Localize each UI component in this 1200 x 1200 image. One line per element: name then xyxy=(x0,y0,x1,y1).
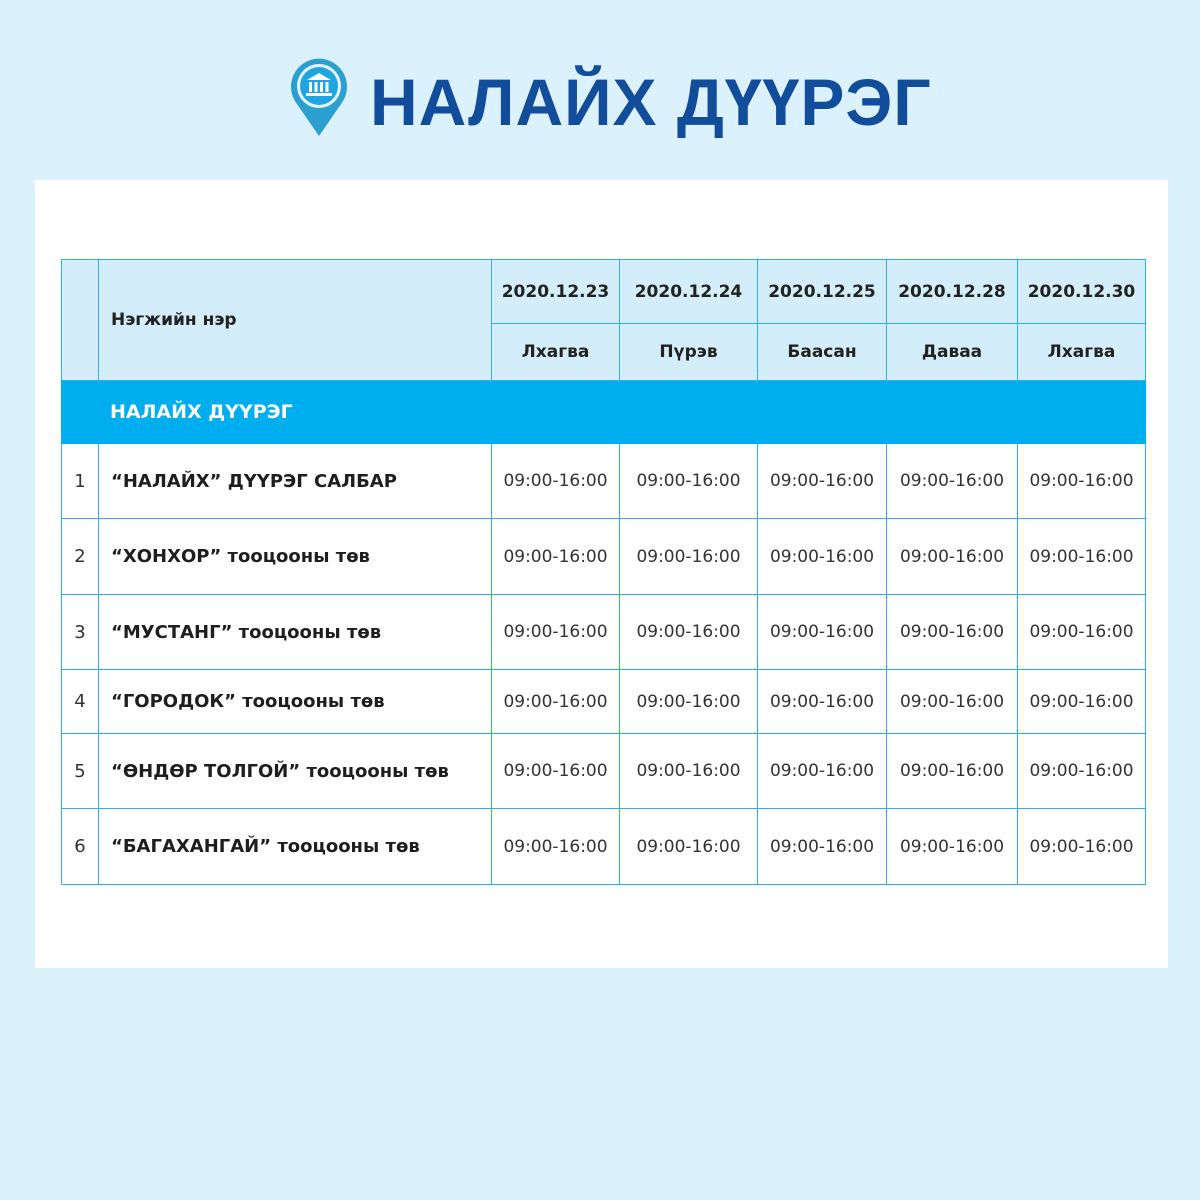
schedule-table: Нэгжийн нэр 2020.12.23 2020.12.24 2020.1… xyxy=(61,259,1146,885)
date-header: 2020.12.23 xyxy=(491,259,620,324)
table-row: 4 “ГОРОДОК” тооцооны төв 09:00-16:00 09:00-… xyxy=(61,669,1146,734)
bank-location-pin-icon xyxy=(291,58,347,136)
opening-hours: 09:00-16:00 xyxy=(886,733,1018,809)
table-row: 6 “БАГАХАНГАЙ” тооцооны төв 09:00-16:00 09:… xyxy=(61,808,1146,885)
opening-hours: 09:00-16:00 xyxy=(886,808,1018,885)
number-header xyxy=(61,259,99,381)
opening-hours: 09:00-16:00 xyxy=(757,733,887,809)
branch-name: “ХОНХОР” тооцооны төв xyxy=(98,518,492,595)
opening-hours: 09:00-16:00 xyxy=(1017,594,1146,670)
opening-hours: 09:00-16:00 xyxy=(619,669,758,734)
row-number: 3 xyxy=(61,594,99,670)
weekday-header: Лхагва xyxy=(491,323,620,381)
opening-hours: 09:00-16:00 xyxy=(757,669,887,734)
opening-hours: 09:00-16:00 xyxy=(757,594,887,670)
row-number: 5 xyxy=(61,733,99,809)
row-number: 6 xyxy=(61,808,99,885)
branch-name: “ӨНДӨР ТОЛГОЙ” тооцооны төв xyxy=(98,733,492,809)
opening-hours: 09:00-16:00 xyxy=(886,669,1018,734)
opening-hours: 09:00-16:00 xyxy=(619,733,758,809)
opening-hours: 09:00-16:00 xyxy=(491,808,620,885)
weekday-header: Даваа xyxy=(886,323,1018,381)
opening-hours: 09:00-16:00 xyxy=(1017,443,1146,519)
opening-hours: 09:00-16:00 xyxy=(886,594,1018,670)
date-header: 2020.12.30 xyxy=(1017,259,1146,324)
table-row: 5 “ӨНДӨР ТОЛГОЙ” тооцооны төв 09:00-16:00 0… xyxy=(61,733,1146,809)
table-row: 3 “МУСТАНГ” тооцооны төв 09:00-16:00 09:00-… xyxy=(61,594,1146,670)
opening-hours: 09:00-16:00 xyxy=(491,669,620,734)
opening-hours: 09:00-16:00 xyxy=(619,808,758,885)
opening-hours: 09:00-16:00 xyxy=(491,518,620,595)
branch-name: “ГОРОДОК” тооцооны төв xyxy=(98,669,492,734)
name-header: Нэгжийн нэр xyxy=(98,259,492,381)
opening-hours: 09:00-16:00 xyxy=(1017,733,1146,809)
opening-hours: 09:00-16:00 xyxy=(619,594,758,670)
opening-hours: 09:00-16:00 xyxy=(491,594,620,670)
branch-name: “БАГАХАНГАЙ” тооцооны төв xyxy=(98,808,492,885)
date-header: 2020.12.25 xyxy=(757,259,887,324)
date-header: 2020.12.24 xyxy=(619,259,758,324)
date-header: 2020.12.28 xyxy=(886,259,1018,324)
page-header: НАЛАЙХ ДҮҮРЭГ xyxy=(0,56,1200,140)
page-title: НАЛАЙХ ДҮҮРЭГ xyxy=(370,65,932,139)
opening-hours: 09:00-16:00 xyxy=(886,518,1018,595)
opening-hours: 09:00-16:00 xyxy=(1017,808,1146,885)
branch-name: “НАЛАЙХ” ДҮҮРЭГ САЛБАР xyxy=(98,443,492,519)
opening-hours: 09:00-16:00 xyxy=(757,518,887,595)
opening-hours: 09:00-16:00 xyxy=(886,443,1018,519)
header-row-dates: Нэгжийн нэр 2020.12.23 2020.12.24 2020.1… xyxy=(61,259,1146,381)
opening-hours: 09:00-16:00 xyxy=(619,518,758,595)
table-row: 1 “НАЛАЙХ” ДҮҮРЭГ САЛБАР 09:00-16:00 09:00-… xyxy=(61,443,1146,519)
opening-hours: 09:00-16:00 xyxy=(619,443,758,519)
opening-hours: 09:00-16:00 xyxy=(491,443,620,519)
section-row: НАЛАЙХ ДҮҮРЭГ xyxy=(61,380,1146,444)
section-title: НАЛАЙХ ДҮҮРЭГ xyxy=(61,380,1146,444)
row-number: 1 xyxy=(61,443,99,519)
opening-hours: 09:00-16:00 xyxy=(757,443,887,519)
weekday-header: Баасан xyxy=(757,323,887,381)
branch-name: “МУСТАНГ” тооцооны төв xyxy=(98,594,492,670)
table-row: 2 “ХОНХОР” тооцооны төв 09:00-16:00 09:00-1… xyxy=(61,518,1146,595)
opening-hours: 09:00-16:00 xyxy=(491,733,620,809)
row-number: 4 xyxy=(61,669,99,734)
opening-hours: 09:00-16:00 xyxy=(1017,518,1146,595)
weekday-header: Пүрэв xyxy=(619,323,758,381)
opening-hours: 09:00-16:00 xyxy=(757,808,887,885)
header-row-weekdays: Лхагва Пүрэв Баасан Даваа Лхагва xyxy=(62,323,1146,381)
weekday-header: Лхагва xyxy=(1017,323,1146,381)
opening-hours: 09:00-16:00 xyxy=(1017,669,1146,734)
row-number: 2 xyxy=(61,518,99,595)
